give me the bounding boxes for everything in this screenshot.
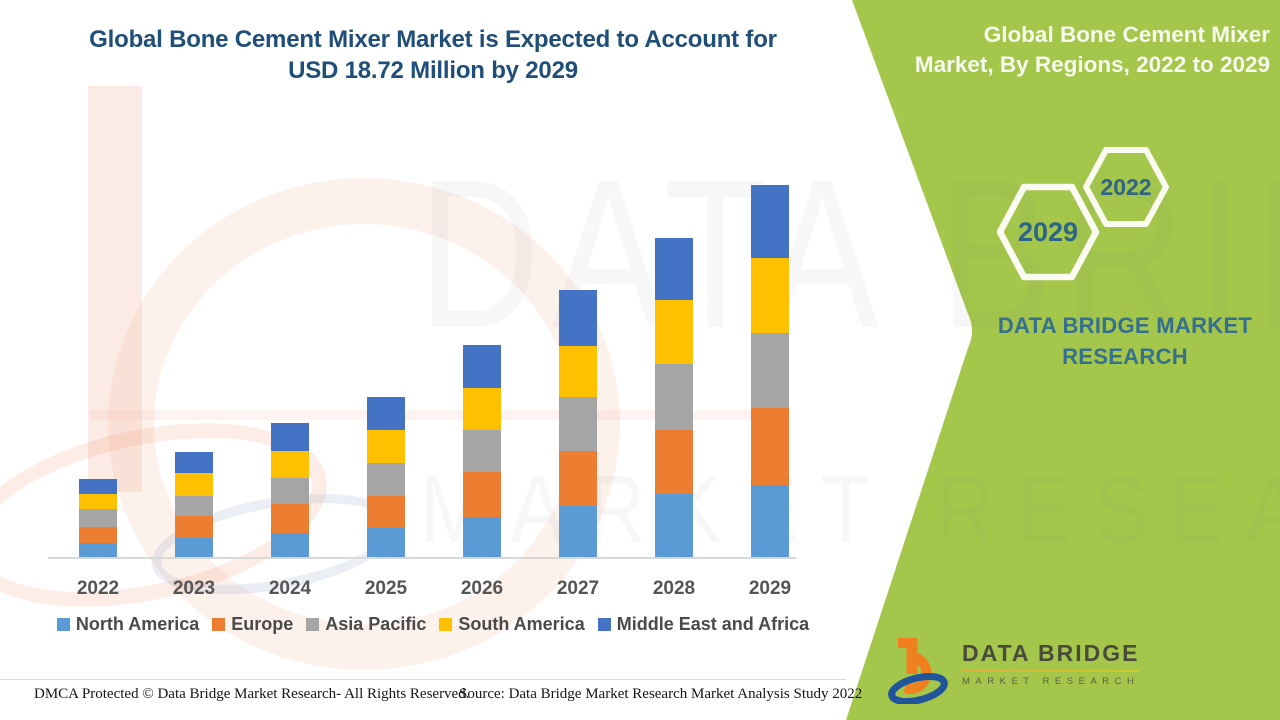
bar-segment-2024-north-america [271,532,309,559]
legend-item-south-america: South America [439,614,585,635]
side-panel-title: Global Bone Cement Mixer Market, By Regi… [850,20,1270,80]
bar-segment-2022-europe [79,527,117,543]
bar-segment-2022-asia-pacific [79,509,117,528]
bar-segment-2024-europe [271,504,309,533]
bar-segment-2025-middle-east-and-africa [367,397,405,431]
side-panel-title-line2: Market, By Regions, 2022 to 2029 [914,52,1270,77]
hexagon-2022 [1083,147,1169,227]
brand-wordmark-line1: DATA BRIDGE MARKET [997,313,1253,338]
bar-segment-2029-europe [751,407,789,485]
legend-swatch-icon [597,618,611,631]
bar-segment-2022-north-america [79,542,117,559]
legend-swatch-icon [439,618,453,631]
green-panel-path [846,0,1280,720]
bar-segment-2026-south-america [463,387,501,431]
legend-swatch-icon [306,618,320,631]
bar-segment-2025-south-america [367,430,405,463]
bar-segment-2025-asia-pacific [367,462,405,497]
bar-segment-2026-asia-pacific [463,430,501,472]
bar-segment-2028-middle-east-and-africa [655,238,693,300]
bar-2025 [367,397,405,559]
bar-2028 [655,238,693,559]
bar-segment-2029-north-america [751,485,789,559]
legend-label: Middle East and Africa [616,614,810,634]
data-bridge-logo: DATA BRIDGE MARKET RESEARCH [888,634,1140,704]
bar-segment-2029-south-america [751,257,789,333]
bar-2029 [751,184,789,559]
chart-title-line2: USD 18.72 Million by 2029 [288,57,578,84]
footer-divider [0,679,846,680]
bar-segment-2023-europe [175,516,213,539]
x-axis-label-2023: 2023 [172,578,216,599]
legend-label: Asia Pacific [325,614,427,634]
side-panel-title-line1: Global Bone Cement Mixer [983,22,1270,47]
chart-legend: North America Europe Asia Pacific South Ame… [0,614,866,635]
x-axis-label-2028: 2028 [652,578,696,599]
chart-title-line1: Global Bone Cement Mixer Market is Expec… [89,26,777,53]
x-axis-label-2022: 2022 [76,578,120,599]
bar-segment-2022-south-america [79,494,117,510]
bar-segment-2029-asia-pacific [751,332,789,408]
bar-2027 [559,290,597,559]
bar-segment-2028-south-america [655,300,693,364]
chart-title: Global Bone Cement Mixer Market is Expec… [0,24,866,86]
legend-item-asia-pacific: Asia Pacific [306,614,426,635]
x-axis-label-2026: 2026 [460,578,504,599]
data-bridge-b-icon [888,638,948,704]
bar-segment-2026-middle-east-and-africa [463,345,501,388]
legend-item-europe: Europe [212,614,293,635]
legend-label: North America [75,614,200,634]
hexagon-badges: 2029 2022 [996,147,1169,281]
bar-segment-2023-south-america [175,472,213,497]
bar-2022 [79,479,117,559]
bar-segment-2025-north-america [367,527,405,559]
brand-wordmark-line2: RESEARCH [1062,344,1188,369]
bar-segment-2027-asia-pacific [559,396,597,452]
legend-label: Europe [231,614,294,634]
bar-segment-2024-south-america [271,450,309,478]
source-notice: Source: Data Bridge Market Research Mark… [459,686,863,702]
legend-swatch-icon [56,618,70,631]
legend-swatch-icon [212,618,226,631]
bar-segment-2026-europe [463,471,501,517]
brand-wordmark: DATA BRIDGE MARKET RESEARCH [960,310,1280,372]
bar-segment-2027-middle-east-and-africa [559,290,597,347]
x-axis-label-2029: 2029 [748,578,792,599]
bar-segment-2024-middle-east-and-africa [271,423,309,451]
bar-segment-2028-europe [655,430,693,494]
hexagon-2029-label: 2029 [1018,217,1078,247]
legend-label: South America [458,614,585,634]
x-axis-label-2027: 2027 [556,578,600,599]
hexagon-2029 [996,183,1100,281]
dmca-notice: DMCA Protected © Data Bridge Market Rese… [34,686,470,702]
x-axis-label-2024: 2024 [268,578,312,599]
hexagon-2022-label: 2022 [1100,174,1151,200]
bar-segment-2028-north-america [655,494,693,559]
logo-name: DATA BRIDGE [962,640,1140,666]
bar-2024 [271,423,309,559]
bar-segment-2023-north-america [175,538,213,559]
legend-item-middle-east-and-africa: Middle East and Africa [597,614,810,635]
bar-segment-2023-middle-east-and-africa [175,451,213,473]
bar-segment-2023-asia-pacific [175,496,213,517]
legend-item-north-america: North America [56,614,200,635]
x-axis-line [48,557,796,559]
bar-segment-2027-south-america [559,346,597,397]
bar-2026 [463,345,501,559]
bar-segment-2027-europe [559,451,597,506]
bar-2023 [175,451,213,559]
bar-segment-2027-north-america [559,505,597,559]
logo-subtitle: MARKET RESEARCH [962,676,1140,687]
logo-underline [962,670,1140,672]
bar-segment-2028-asia-pacific [655,364,693,430]
bar-segment-2026-north-america [463,516,501,559]
bar-segment-2022-middle-east-and-africa [79,479,117,495]
x-axis-label-2025: 2025 [364,578,408,599]
bar-segment-2024-asia-pacific [271,477,309,505]
bar-segment-2029-middle-east-and-africa [751,184,789,258]
data-bridge-logo-text: DATA BRIDGE MARKET RESEARCH [962,640,1140,687]
bar-segment-2025-europe [367,496,405,528]
